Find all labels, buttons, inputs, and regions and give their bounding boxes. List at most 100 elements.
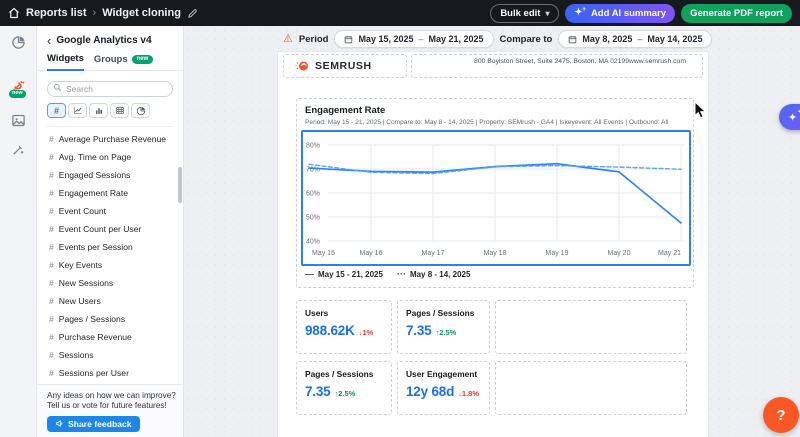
- card-value: 988.62K: [305, 323, 355, 338]
- metric-card[interactable]: Pages / Sessions 7.35 ↑2.5%: [397, 300, 490, 354]
- widget-list-item[interactable]: # Event Count per User: [37, 220, 183, 238]
- legend-marker-icon: —: [305, 269, 314, 279]
- pie-chart-icon[interactable]: [8, 32, 28, 52]
- svg-text:May 19: May 19: [546, 250, 569, 257]
- widget-name: Pages / Sessions: [58, 314, 126, 324]
- card-title: User Engagement: [406, 369, 478, 379]
- image-icon[interactable]: [8, 110, 28, 130]
- widget-type-toolbar: #: [47, 103, 173, 127]
- feedback-line1: Any ideas on how we can improve?: [47, 391, 176, 400]
- edit-title-icon[interactable]: [187, 8, 198, 19]
- report-page: SEMRUSH 800 Boylston Street, Suite 2475,…: [278, 52, 708, 437]
- type-number-button[interactable]: #: [47, 103, 66, 118]
- hash-icon: #: [49, 206, 54, 216]
- widget-list-item[interactable]: # Events per Session: [37, 238, 183, 256]
- address-widget[interactable]: 800 Boylston Street, Suite 2475, Boston,…: [411, 54, 703, 78]
- engagement-rate-widget[interactable]: Engagement Rate Period: May 15 - 21, 202…: [296, 98, 694, 288]
- widget-list-item[interactable]: # New Sessions: [37, 274, 183, 292]
- chart-legend: — May 15 - 21, 2025 ··· May 8 - 14, 2025: [305, 269, 470, 280]
- compare-date-picker[interactable]: May 8, 2025 – May 14, 2025: [558, 30, 713, 48]
- type-table-button[interactable]: [110, 103, 129, 118]
- metric-card[interactable]: Pages / Sessions 7.35 ↑2.5%: [296, 361, 392, 415]
- breadcrumb-separator: ›: [92, 7, 97, 19]
- semrush-logo-icon: [295, 61, 308, 71]
- widget-subtitle: Period: May 15 - 21, 2025 | Compare to: …: [305, 119, 669, 126]
- empty-widget-slot[interactable]: [495, 361, 687, 415]
- widget-list-item[interactable]: # Avg. Time on Page: [37, 148, 183, 166]
- tab-groups[interactable]: Groups new: [94, 54, 154, 70]
- breadcrumb-root[interactable]: Reports list: [26, 7, 87, 19]
- type-line-chart-button[interactable]: [68, 103, 87, 118]
- card-title: Pages / Sessions: [406, 308, 475, 318]
- widget-name: Sessions: [58, 350, 94, 360]
- breadcrumb-page: Widget cloning: [102, 7, 181, 19]
- report-canvas: ⚠ Period May 15, 2025 – May 21, 2025 Com…: [184, 26, 800, 437]
- brand-logo-widget[interactable]: SEMRUSH: [283, 54, 407, 78]
- home-icon[interactable]: [8, 7, 20, 19]
- magic-wand-icon[interactable]: [8, 140, 28, 160]
- search-input[interactable]: [47, 81, 173, 97]
- type-pie-chart-button[interactable]: [131, 103, 150, 118]
- hash-icon: #: [49, 170, 54, 180]
- add-ai-summary-button[interactable]: ✦+ Add AI summary: [565, 3, 676, 23]
- calendar-icon: [345, 35, 353, 43]
- card-value: 7.35: [406, 323, 432, 338]
- sidebar-scrollbar[interactable]: [178, 167, 182, 203]
- svg-text:50%: 50%: [306, 214, 320, 221]
- generate-pdf-button[interactable]: Generate PDF report: [681, 3, 792, 23]
- hash-icon: #: [49, 188, 54, 198]
- card-value: 12y 68d: [406, 384, 455, 399]
- help-button[interactable]: ?: [763, 397, 799, 433]
- share-feedback-button[interactable]: Share feedback: [47, 415, 140, 432]
- metric-card[interactable]: User Engagement 12y 68d ↓1.8%: [397, 361, 490, 415]
- hash-icon: #: [49, 368, 54, 378]
- widget-list-item[interactable]: # Key Events: [37, 256, 183, 274]
- svg-text:80%: 80%: [306, 142, 320, 149]
- svg-text:May 21: May 21: [658, 250, 681, 257]
- tab-widgets[interactable]: Widgets: [47, 53, 84, 71]
- widget-list-item[interactable]: # Sessions per User: [37, 364, 183, 382]
- hash-icon: #: [49, 314, 54, 324]
- bulk-edit-button[interactable]: Bulk edit ▾: [490, 3, 560, 23]
- period-date-picker[interactable]: May 15, 2025 – May 21, 2025: [334, 30, 494, 48]
- hash-icon: #: [49, 260, 54, 270]
- card-delta: ↓1.8%: [458, 389, 479, 398]
- ai-assistant-float-button[interactable]: ✦ ✦: [779, 104, 800, 130]
- rail-new-badge: new: [9, 90, 26, 98]
- legend-item[interactable]: ··· May 8 - 14, 2025: [397, 270, 470, 280]
- widget-name: New Sessions: [58, 278, 114, 288]
- hash-icon: #: [49, 224, 54, 234]
- warning-icon: ⚠: [283, 32, 293, 45]
- widget-list-item[interactable]: # Engaged Sessions: [37, 166, 183, 184]
- widget-list-item[interactable]: # Sessions: [37, 346, 183, 364]
- card-title: Pages / Sessions: [305, 369, 374, 379]
- engagement-rate-chart[interactable]: 80% 70% 60% 50% 40% May 15 May 16 May 17 May 18 M…: [301, 130, 691, 266]
- widget-name: Engagement Rate: [58, 188, 129, 198]
- svg-text:40%: 40%: [306, 238, 320, 245]
- hash-icon: #: [49, 296, 54, 306]
- widget-name: Avg. Time on Page: [58, 152, 132, 162]
- widget-list-item[interactable]: # Average Purchase Revenue: [37, 130, 183, 148]
- widgets-sidebar: ‹ Google Analytics v4 Widgets Groups new…: [37, 26, 184, 437]
- card-delta: ↑2.5%: [334, 389, 356, 398]
- sparkle-icon: ✦+: [574, 7, 586, 19]
- hash-icon: #: [49, 278, 54, 288]
- back-chevron-icon[interactable]: ‹: [47, 33, 52, 48]
- empty-widget-slot[interactable]: [495, 300, 687, 354]
- feedback-panel: Any ideas on how we can improve? Tell us…: [37, 384, 183, 437]
- connector-icon[interactable]: new: [8, 76, 28, 98]
- widget-list-item[interactable]: # Pages / Sessions: [37, 310, 183, 328]
- widget-list-item[interactable]: # Purchase Revenue: [37, 328, 183, 346]
- widget-list-item[interactable]: # Engagement Rate: [37, 184, 183, 202]
- metric-card[interactable]: Users 988.62K ↓1%: [296, 300, 392, 354]
- widget-list: # Average Purchase Revenue # Avg. Time on P…: [37, 130, 183, 382]
- hash-icon: #: [49, 332, 54, 342]
- hash-icon: #: [49, 350, 54, 360]
- widget-list-item[interactable]: # Event Count: [37, 202, 183, 220]
- type-column-chart-button[interactable]: [89, 103, 108, 118]
- hash-icon: #: [49, 242, 54, 252]
- widget-list-item[interactable]: # New Users: [37, 292, 183, 310]
- megaphone-icon: [56, 420, 63, 427]
- groups-new-badge: new: [131, 54, 154, 64]
- legend-item[interactable]: — May 15 - 21, 2025: [305, 269, 383, 280]
